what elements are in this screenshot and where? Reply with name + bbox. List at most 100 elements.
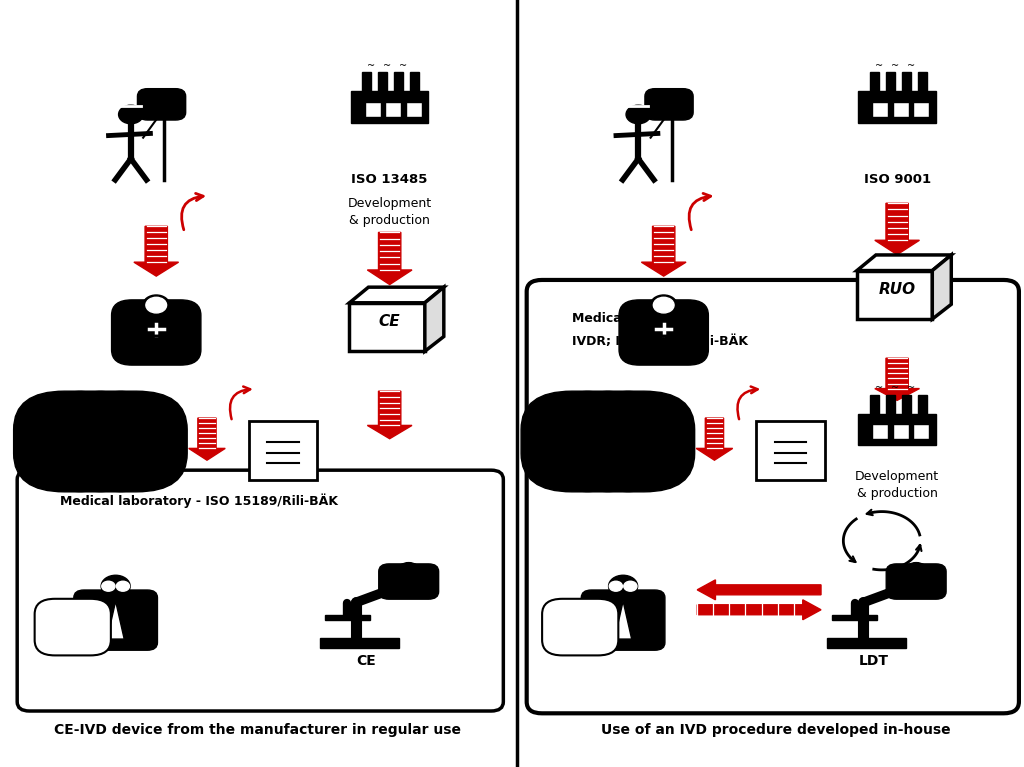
- Text: Medical laboratory - ISO 15189/Rili-BÄK: Medical laboratory - ISO 15189/Rili-BÄK: [59, 493, 338, 508]
- Bar: [54, 453, 157, 462]
- Polygon shape: [614, 601, 632, 639]
- Bar: [872, 424, 888, 439]
- FancyBboxPatch shape: [54, 391, 167, 492]
- FancyArrow shape: [874, 358, 920, 400]
- FancyArrow shape: [641, 226, 686, 276]
- Text: ~: ~: [399, 61, 408, 71]
- Bar: [893, 424, 908, 439]
- Text: ISO 9001: ISO 9001: [863, 173, 931, 186]
- Bar: [325, 615, 370, 620]
- Circle shape: [117, 581, 129, 591]
- Bar: [858, 413, 936, 445]
- Circle shape: [904, 563, 928, 581]
- Circle shape: [397, 563, 421, 581]
- FancyBboxPatch shape: [620, 300, 709, 365]
- FancyBboxPatch shape: [526, 280, 1019, 713]
- Circle shape: [142, 295, 170, 315]
- FancyBboxPatch shape: [74, 590, 158, 650]
- Text: Development
& production: Development & production: [855, 470, 939, 500]
- Bar: [886, 73, 895, 91]
- FancyBboxPatch shape: [379, 564, 438, 599]
- Bar: [902, 395, 910, 413]
- FancyBboxPatch shape: [645, 89, 693, 120]
- FancyArrowPatch shape: [916, 545, 922, 551]
- FancyBboxPatch shape: [542, 391, 654, 492]
- Polygon shape: [425, 287, 443, 351]
- FancyArrow shape: [697, 580, 821, 600]
- Text: IVDR; ISO 15189/Rili-BÄK: IVDR; ISO 15189/Rili-BÄK: [572, 335, 749, 348]
- FancyBboxPatch shape: [35, 599, 111, 655]
- Circle shape: [626, 105, 650, 123]
- FancyArrow shape: [696, 418, 733, 460]
- Bar: [385, 102, 401, 117]
- FancyArrowPatch shape: [737, 387, 758, 420]
- FancyArrow shape: [697, 600, 821, 620]
- Polygon shape: [857, 255, 951, 271]
- Bar: [918, 73, 927, 91]
- Bar: [827, 638, 906, 648]
- FancyArrowPatch shape: [866, 510, 874, 515]
- Bar: [833, 615, 878, 620]
- Text: ~: ~: [907, 384, 914, 393]
- Text: CE: CE: [356, 653, 376, 668]
- Bar: [857, 271, 932, 319]
- FancyBboxPatch shape: [582, 391, 694, 492]
- Text: ~: ~: [874, 384, 883, 393]
- FancyArrow shape: [189, 580, 313, 600]
- Text: CE-IVD device from the manufacturer in regular use: CE-IVD device from the manufacturer in r…: [54, 723, 461, 737]
- Circle shape: [608, 575, 638, 597]
- FancyArrow shape: [188, 418, 225, 460]
- FancyArrowPatch shape: [230, 387, 250, 420]
- FancyArrow shape: [874, 203, 920, 255]
- Text: Development
& production: Development & production: [347, 197, 432, 227]
- Bar: [562, 453, 664, 462]
- FancyBboxPatch shape: [13, 391, 126, 492]
- Bar: [886, 395, 895, 413]
- FancyBboxPatch shape: [75, 391, 187, 492]
- FancyBboxPatch shape: [137, 89, 185, 120]
- Bar: [378, 73, 387, 91]
- Bar: [918, 395, 927, 413]
- Bar: [351, 91, 428, 123]
- FancyArrow shape: [189, 600, 313, 620]
- Text: ~: ~: [383, 61, 391, 71]
- Bar: [869, 73, 879, 91]
- Bar: [362, 73, 372, 91]
- Bar: [394, 73, 403, 91]
- FancyArrow shape: [368, 391, 412, 439]
- Text: LDT: LDT: [858, 653, 888, 668]
- Bar: [365, 102, 381, 117]
- FancyBboxPatch shape: [112, 300, 201, 365]
- Circle shape: [101, 581, 115, 591]
- Bar: [349, 303, 425, 351]
- Circle shape: [145, 298, 167, 313]
- Circle shape: [624, 581, 637, 591]
- FancyArrowPatch shape: [689, 193, 711, 230]
- Text: ~: ~: [907, 61, 914, 71]
- FancyBboxPatch shape: [886, 564, 946, 599]
- Bar: [902, 73, 910, 91]
- Bar: [893, 102, 908, 117]
- Bar: [913, 424, 929, 439]
- Text: CE: CE: [379, 314, 400, 329]
- Text: ~: ~: [368, 61, 376, 71]
- Polygon shape: [932, 255, 951, 319]
- FancyBboxPatch shape: [757, 421, 825, 479]
- Polygon shape: [349, 287, 443, 303]
- Bar: [869, 395, 879, 413]
- FancyBboxPatch shape: [582, 590, 665, 650]
- FancyArrowPatch shape: [181, 193, 203, 230]
- FancyBboxPatch shape: [249, 421, 317, 479]
- FancyBboxPatch shape: [562, 391, 675, 492]
- FancyBboxPatch shape: [521, 391, 634, 492]
- FancyArrowPatch shape: [850, 556, 855, 562]
- Text: ISO 13485: ISO 13485: [351, 173, 428, 186]
- Circle shape: [650, 295, 677, 315]
- Text: ~: ~: [874, 61, 883, 71]
- FancyBboxPatch shape: [34, 391, 146, 492]
- Bar: [406, 102, 422, 117]
- Text: ~: ~: [891, 384, 899, 393]
- Text: ~: ~: [891, 61, 899, 71]
- Bar: [319, 638, 398, 648]
- Bar: [411, 73, 420, 91]
